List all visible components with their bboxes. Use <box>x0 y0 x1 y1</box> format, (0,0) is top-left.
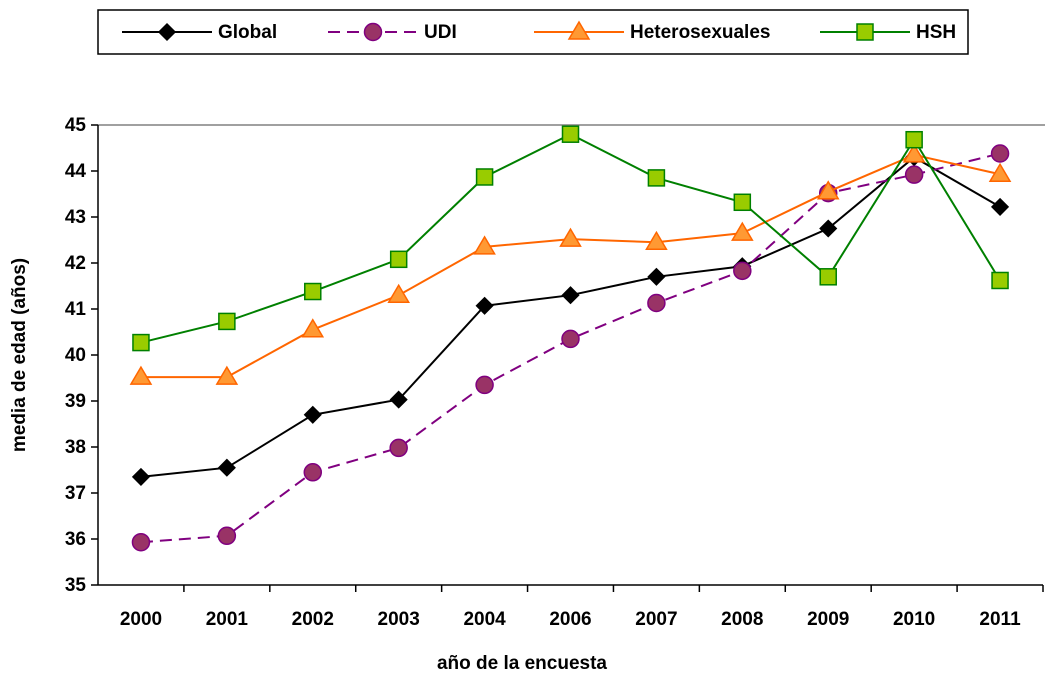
marker <box>733 193 752 212</box>
legend-label: UDI <box>424 22 457 43</box>
x-tick-label: 2004 <box>463 609 506 630</box>
legend-label: Heterosexuales <box>630 22 770 43</box>
marker <box>561 125 580 143</box>
marker <box>389 390 408 409</box>
y-tick-label: 35 <box>65 575 87 596</box>
x-tick-label: 2008 <box>721 609 763 630</box>
y-axis-label: media de edad (años) <box>9 258 30 452</box>
marker <box>389 250 408 269</box>
marker <box>217 458 236 477</box>
marker <box>902 143 926 163</box>
y-tick-label: 40 <box>65 345 86 366</box>
marker <box>303 405 322 424</box>
marker <box>905 130 923 149</box>
marker <box>731 221 754 241</box>
x-tick-label: 2009 <box>807 609 849 630</box>
marker <box>733 261 752 281</box>
marker <box>473 235 496 255</box>
marker <box>988 162 1012 182</box>
marker <box>561 329 580 349</box>
x-tick-label: 2007 <box>635 609 677 630</box>
x-tick-label: 2001 <box>206 609 249 630</box>
marker <box>304 282 322 301</box>
marker <box>819 268 837 286</box>
marker <box>129 365 153 385</box>
marker <box>475 375 494 395</box>
y-tick-label: 38 <box>65 437 86 458</box>
x-tick-label: 2006 <box>549 609 591 630</box>
marker <box>475 168 494 186</box>
x-axis-label: año de la encuesta <box>437 653 607 674</box>
marker <box>856 23 874 41</box>
marker <box>990 144 1010 163</box>
y-tick-label: 36 <box>65 529 86 550</box>
y-tick-label: 42 <box>65 253 86 274</box>
marker <box>819 219 838 238</box>
marker <box>561 286 580 305</box>
marker <box>217 526 237 546</box>
marker <box>132 333 150 352</box>
marker <box>131 532 151 552</box>
marker <box>389 438 408 458</box>
x-tick-label: 2011 <box>979 609 1021 630</box>
marker <box>645 230 668 251</box>
x-tick-label: 2003 <box>378 609 420 630</box>
marker <box>387 283 410 303</box>
series-line <box>140 155 1001 478</box>
marker <box>131 467 151 486</box>
marker <box>647 267 666 286</box>
marker <box>363 22 383 42</box>
marker <box>816 180 840 200</box>
y-tick-label: 44 <box>65 161 87 182</box>
marker <box>904 165 924 184</box>
legend-label: HSH <box>916 22 956 43</box>
marker <box>303 463 323 482</box>
marker <box>215 365 239 385</box>
marker <box>475 296 494 315</box>
x-tick-label: 2000 <box>120 609 162 630</box>
marker <box>567 20 591 40</box>
marker <box>647 169 666 187</box>
marker <box>301 318 325 338</box>
legend-label: Global <box>218 22 277 43</box>
marker <box>157 22 177 42</box>
y-tick-label: 37 <box>65 483 86 504</box>
x-tick-label: 2010 <box>893 609 935 630</box>
marker <box>991 271 1009 290</box>
x-tick-label: 2002 <box>292 609 334 630</box>
marker <box>218 312 236 331</box>
y-tick-label: 45 <box>65 115 87 136</box>
marker <box>647 293 666 313</box>
y-tick-label: 43 <box>65 207 86 228</box>
marker <box>559 227 582 247</box>
y-tick-label: 41 <box>65 299 87 320</box>
marker <box>990 197 1010 216</box>
y-tick-label: 39 <box>65 391 86 412</box>
